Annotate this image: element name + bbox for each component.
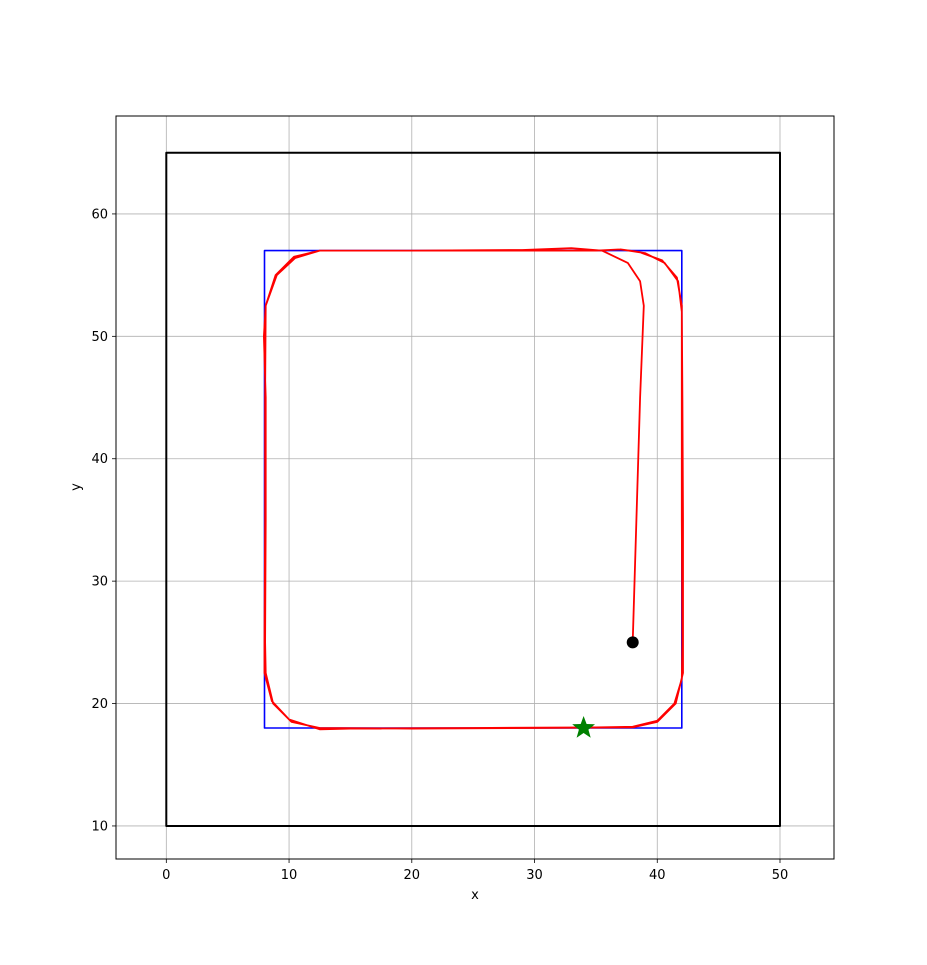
y-tick-label: 60 bbox=[91, 207, 108, 222]
tick-layer: 0 10 20 30 40 50 10 20 30 40 50 60 bbox=[91, 207, 788, 883]
x-tick-label: 40 bbox=[649, 868, 666, 883]
x-tick-label: 50 bbox=[772, 868, 789, 883]
reference-rectangle-line bbox=[263, 249, 683, 729]
x-tick-label: 20 bbox=[404, 868, 421, 883]
x-tick-label: 10 bbox=[281, 868, 298, 883]
y-tick-label: 20 bbox=[91, 697, 108, 712]
x-axis-label: x bbox=[471, 888, 479, 903]
y-axis-label: y bbox=[69, 483, 84, 491]
boundary-line bbox=[165, 151, 781, 827]
start-marker bbox=[626, 636, 639, 649]
marker-layer bbox=[572, 636, 639, 738]
x-tick-label: 30 bbox=[526, 868, 543, 883]
x-tick-label: 0 bbox=[162, 868, 170, 883]
goal-marker bbox=[572, 716, 595, 738]
axes-frame bbox=[115, 115, 835, 860]
grid bbox=[116, 116, 834, 859]
trajectory-line bbox=[262, 247, 684, 731]
y-tick-label: 40 bbox=[91, 452, 108, 467]
y-tick-label: 10 bbox=[91, 819, 108, 834]
y-tick-label: 50 bbox=[91, 330, 108, 345]
y-tick-label: 30 bbox=[91, 575, 108, 590]
series-layer bbox=[165, 151, 781, 827]
